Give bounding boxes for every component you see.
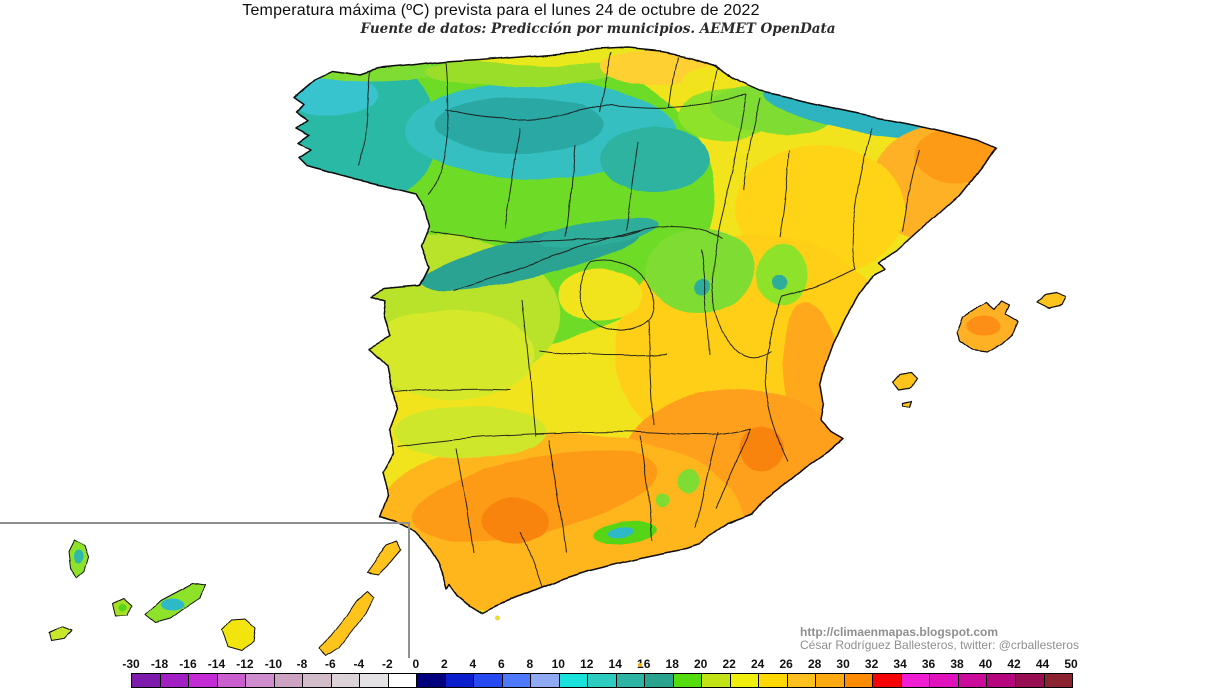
scale-cell — [445, 674, 475, 687]
page-subtitle: Fuente de datos: Predicción por municipi… — [360, 21, 836, 37]
scale-tick-label: 12 — [580, 657, 594, 671]
scale-tick-label: 38 — [950, 657, 964, 671]
scale-cell — [816, 674, 845, 687]
scale-tick-label: 44 — [1035, 657, 1050, 671]
scale-tick-label: 28 — [807, 657, 822, 671]
scale-cell — [958, 674, 988, 687]
map-filtered-group — [49, 48, 1067, 657]
scale-tick-label: 32 — [864, 657, 879, 671]
attribution: http://climaenmapas.blogspot.com César R… — [800, 626, 1079, 652]
peninsula-coastline — [293, 48, 997, 613]
scale-cell — [901, 674, 931, 687]
scale-cell — [730, 674, 760, 687]
scale-tick-label: 40 — [978, 657, 993, 671]
scale-cell — [189, 674, 218, 687]
scale-cell — [303, 674, 332, 687]
scale-tick-label: -14 — [207, 657, 226, 671]
island-gran-canaria — [221, 618, 257, 651]
scale-tick-label: 30 — [836, 657, 850, 671]
scale-cell — [132, 674, 161, 687]
scale-tick-label: 0 — [412, 657, 420, 671]
canary-inset-border-right — [408, 522, 410, 658]
island-ibiza — [892, 371, 918, 391]
scale-tick-label: -2 — [382, 657, 393, 671]
scale-cell — [474, 674, 503, 687]
scale-cell — [360, 674, 389, 687]
province-borders — [359, 53, 921, 597]
scale-cell — [930, 674, 959, 687]
color-scale-bar — [131, 673, 1073, 688]
scale-tick-label: 18 — [665, 657, 679, 671]
scale-tick-label: 8 — [526, 657, 534, 671]
scale-cell — [844, 674, 874, 687]
scale-tick-label: 14 — [608, 657, 622, 671]
canary-islands — [49, 539, 403, 657]
scale-cell — [987, 674, 1016, 687]
scale-cell — [873, 674, 902, 687]
scale-tick-label: -16 — [179, 657, 197, 671]
scale-cell — [787, 674, 817, 687]
scale-cell — [645, 674, 674, 687]
scale-cell — [616, 674, 646, 687]
scale-tick-label: 22 — [722, 657, 736, 671]
ceuta-dot — [495, 615, 501, 621]
page-title: Temperatura máxima (ºC) prevista para el… — [242, 2, 760, 19]
scale-cell — [1044, 674, 1073, 687]
scale-tick-label: -10 — [264, 657, 283, 671]
scale-tick-label: 34 — [893, 657, 907, 671]
canary-inset-border-top — [0, 522, 409, 524]
island-lanzarote — [367, 541, 403, 575]
scale-cell — [673, 674, 703, 687]
scale-tick-label: 10 — [551, 657, 565, 671]
scale-cell — [702, 674, 731, 687]
scale-tick-label: 50 — [1064, 657, 1078, 671]
attribution-author: César Rodríguez Ballesteros, twitter: @c… — [800, 638, 1079, 652]
scale-tick-label: -6 — [325, 657, 336, 671]
scale-cell — [1015, 674, 1045, 687]
scale-cell — [217, 674, 247, 687]
scale-cell — [274, 674, 304, 687]
island-el-hierro — [49, 625, 73, 641]
peninsula-temperature-fills — [294, 49, 996, 612]
scale-cell — [160, 674, 190, 687]
scale-tick-label: 26 — [779, 657, 793, 671]
scale-tick-label: 20 — [694, 657, 708, 671]
scale-tick-label: -30 — [122, 657, 140, 671]
island-fuerteventura — [319, 589, 375, 657]
scale-cell — [759, 674, 788, 687]
scale-tick-label: 16 — [637, 657, 651, 671]
scale-tick-label: 2 — [440, 657, 448, 671]
scale-tick-label: -12 — [236, 657, 254, 671]
scale-tick-label: 42 — [1007, 657, 1021, 671]
scale-tick-label: -8 — [296, 657, 308, 671]
scale-stray-dot — [638, 663, 642, 667]
island-menorca — [1035, 292, 1067, 309]
scale-tick-label: -4 — [353, 657, 365, 671]
island-formentera — [902, 401, 913, 409]
attribution-url: http://climaenmapas.blogspot.com — [800, 625, 999, 639]
color-scale-labels: -30 -18 -16 -14 -12 -10 -8 -6 -4 -2 0 2 4 6 8 10 12 14 16 1… — [122, 657, 1077, 671]
scale-cell — [588, 674, 617, 687]
scale-cell — [502, 674, 532, 687]
scale-tick-label: 6 — [497, 657, 505, 671]
scale-cell — [417, 674, 446, 687]
scale-cell — [531, 674, 560, 687]
scale-tick-label: 24 — [750, 657, 765, 671]
scale-tick-label: -18 — [150, 657, 169, 671]
balearic-islands — [892, 292, 1067, 409]
scale-cell — [559, 674, 589, 687]
scale-tick-label: 4 — [469, 657, 477, 671]
scale-cell — [388, 674, 418, 687]
scale-tick-label: 36 — [921, 657, 936, 671]
scale-cell — [331, 674, 361, 687]
scale-cell — [246, 674, 275, 687]
